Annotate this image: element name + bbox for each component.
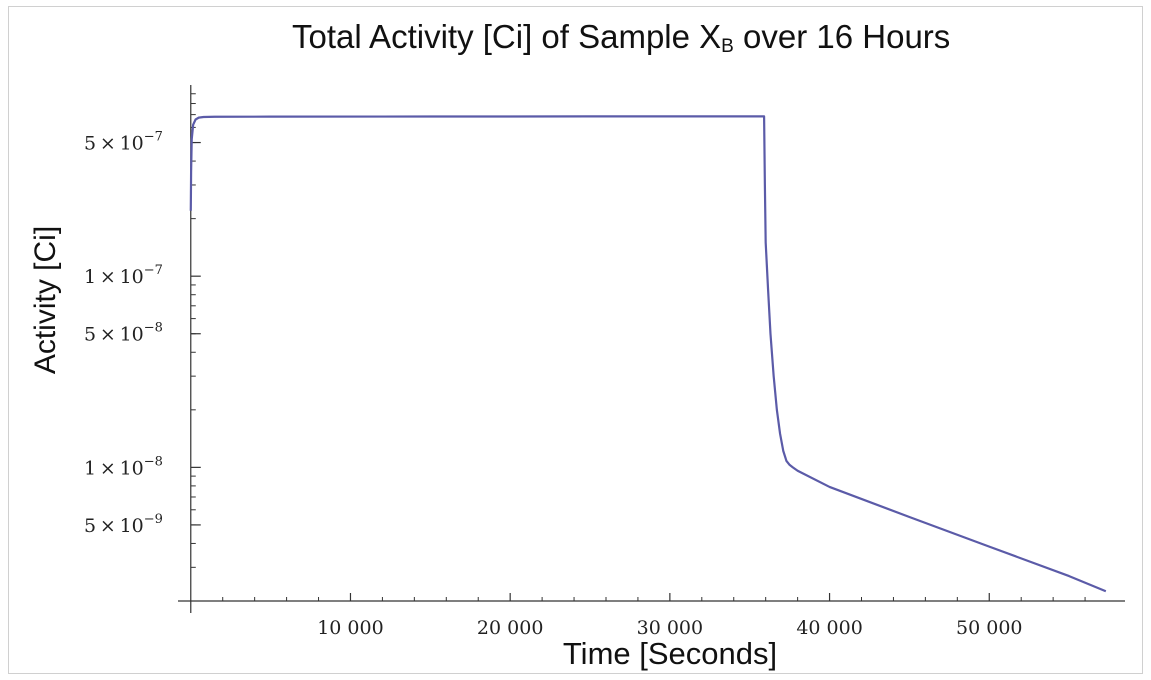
chart-title: Total Activity [Ci] of Sample XB over 16… xyxy=(292,18,950,58)
y-tick-label: 1 × 10−7 xyxy=(84,263,163,288)
x-tick-label: 20 000 xyxy=(477,617,543,639)
activity-series-line xyxy=(189,115,1107,593)
title-main: Total Activity [Ci] of Sample X xyxy=(292,18,722,55)
title-tail: over 16 Hours xyxy=(733,18,951,55)
y-tick-label: 5 × 10−8 xyxy=(84,321,163,346)
x-tick-label: 50 000 xyxy=(956,617,1022,639)
y-tick-label: 5 × 10−9 xyxy=(84,512,163,537)
x-tick-label: 10 000 xyxy=(317,617,383,639)
y-tick-label: 5 × 10−7 xyxy=(84,130,163,155)
x-tick-label: 40 000 xyxy=(796,617,862,639)
chart-frame xyxy=(8,6,1143,674)
y-tick-label: 1 × 10−8 xyxy=(84,454,163,479)
title-subscript: B xyxy=(721,36,734,57)
x-tick-label: 30 000 xyxy=(637,617,703,639)
x-axis-label: Time [Seconds] xyxy=(562,636,778,671)
